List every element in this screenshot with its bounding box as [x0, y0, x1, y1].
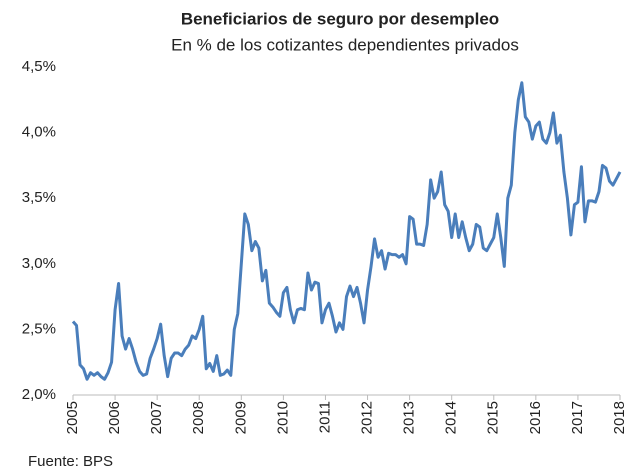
x-tick-label: 2018: [611, 401, 628, 434]
x-tick-label: 2017: [569, 401, 586, 434]
x-tick-label: 2014: [443, 401, 460, 434]
x-tick-label: 2015: [485, 401, 502, 434]
x-tick-label: 2013: [401, 401, 418, 434]
y-tick-label: 4,5%: [22, 58, 56, 75]
x-tick-label: 2005: [64, 401, 81, 434]
y-tick-label: 4,0%: [22, 124, 56, 141]
chart-title: Beneficiarios de seguro por desempleo: [181, 9, 499, 28]
source-note: Fuente: BPS: [28, 453, 113, 470]
y-tick-label: 3,0%: [22, 255, 56, 272]
x-tick-label: 2011: [316, 401, 333, 433]
y-tick-label: 2,5%: [22, 320, 56, 337]
x-tick-label: 2016: [527, 401, 544, 434]
y-tick-label: 3,5%: [22, 189, 56, 206]
chart-subtitle: En % de los cotizantes dependientes priv…: [171, 35, 519, 54]
x-tick-label: 2008: [190, 401, 207, 434]
x-tick-label: 2012: [359, 401, 376, 434]
x-tick-label: 2007: [148, 401, 165, 434]
data-line: [71, 81, 622, 381]
x-tick-label: 2010: [274, 401, 291, 434]
y-tick-label: 2,0%: [22, 386, 56, 403]
x-tick-label: 2006: [106, 401, 123, 434]
x-tick-label: 2009: [232, 401, 249, 434]
